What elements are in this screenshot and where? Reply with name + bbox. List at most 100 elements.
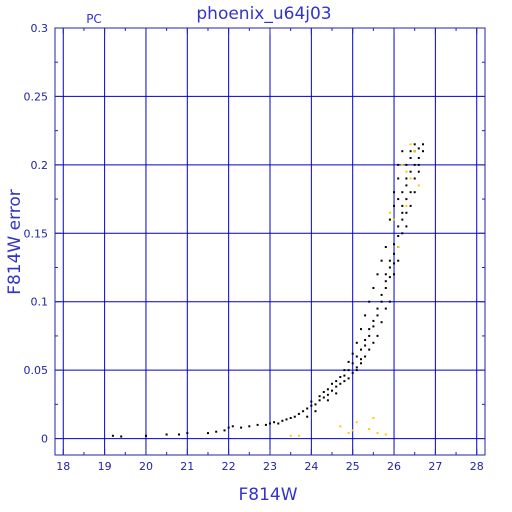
data-point [360,328,362,331]
data-point [186,432,189,435]
data-point [405,177,408,180]
x-tick-label: 26 [387,460,401,473]
x-tick-label: 22 [222,460,236,473]
data-point [393,218,395,221]
data-point [297,412,300,415]
data-point [310,404,313,407]
data-point [401,232,404,235]
data-point [215,430,218,433]
data-point [413,150,416,153]
x-tick-label: 24 [304,460,318,473]
data-point [289,434,292,437]
data-point [409,157,412,159]
data-point [393,262,395,265]
data-point [331,389,333,392]
data-point [401,211,404,214]
data-point [347,377,350,380]
chart-title: phoenix_u64j03 [196,4,331,24]
data-point [264,423,267,426]
data-point [360,362,362,365]
data-point [240,426,243,429]
data-point [413,163,416,166]
data-point [417,170,420,173]
data-point [326,393,329,396]
data-point [397,198,400,201]
data-point [372,341,375,344]
data-point [355,369,358,372]
x-tick-label: 18 [56,460,70,473]
data-point [393,243,395,246]
y-tick-label: 0 [41,433,48,446]
data-point [380,259,383,262]
data-point [343,374,346,377]
data-point [405,184,408,187]
data-point [322,391,325,393]
data-point [318,399,321,402]
data-point [397,246,400,248]
data-point [306,407,309,410]
data-point [388,211,391,214]
data-point [310,400,313,403]
data-point [331,382,333,385]
data-point [376,307,379,310]
data-point [364,344,367,347]
data-point [401,204,404,207]
data-point [360,348,362,351]
data-point [388,266,391,269]
data-point [376,334,379,337]
data-point [368,334,371,337]
data-point [393,252,395,255]
data-point [289,417,292,419]
x-tick-label: 21 [180,460,194,473]
data-point [165,433,168,436]
data-point [393,273,395,276]
y-tick-label: 0.3 [31,22,49,35]
y-tick-label: 0.1 [31,296,49,309]
data-point [335,385,338,388]
data-point [417,147,420,150]
data-point [417,163,420,166]
data-point [326,388,329,391]
data-point [413,191,416,194]
data-point [335,392,338,395]
data-point [384,433,387,436]
data-point [401,150,404,153]
data-point [231,425,234,428]
data-point [111,434,114,437]
x-tick-label: 20 [139,460,153,473]
data-point [384,246,387,248]
data-point [256,423,259,426]
data-point [384,287,387,289]
data-point [355,341,358,344]
data-point [145,434,147,437]
data-point [384,307,387,310]
data-point [397,235,400,237]
data-point [380,300,383,303]
data-point [269,422,271,425]
data-point [248,425,251,428]
data-point [397,259,400,262]
data-point [339,376,342,378]
gridlines [55,27,485,455]
x-tick-label: 25 [346,460,360,473]
data-point [285,418,288,421]
data-point [380,293,383,296]
data-point [339,425,342,428]
data-point [397,177,400,180]
data-point [273,421,276,424]
data-point [351,371,354,374]
data-point [368,328,371,331]
data-point [178,433,180,436]
y-tick-label: 0.25 [24,90,49,103]
data-point [388,276,391,279]
data-point [409,191,412,194]
data-point [360,358,362,361]
data-point [343,369,346,372]
data-point [347,432,350,435]
y-tick-label: 0.2 [31,159,49,172]
data-point [376,314,379,317]
x-tick-label: 23 [263,460,277,473]
data-point [364,339,367,341]
